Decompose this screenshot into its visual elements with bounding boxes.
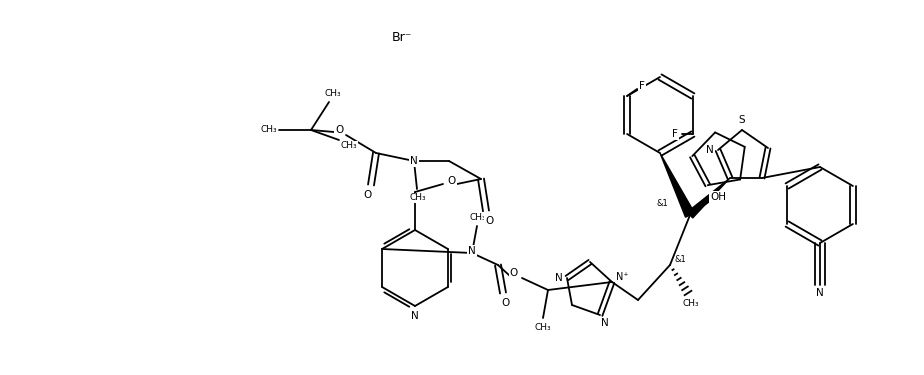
Text: O: O bbox=[485, 216, 493, 226]
Text: O: O bbox=[501, 298, 509, 308]
Text: OH: OH bbox=[710, 192, 726, 202]
Text: CH₃: CH₃ bbox=[341, 141, 358, 150]
Text: CH₃: CH₃ bbox=[261, 126, 277, 135]
Polygon shape bbox=[660, 153, 695, 217]
Text: N: N bbox=[706, 145, 714, 155]
Text: N: N bbox=[468, 246, 476, 256]
Text: CH₃: CH₃ bbox=[683, 298, 699, 307]
Text: O: O bbox=[510, 268, 518, 278]
Text: CH₃: CH₃ bbox=[469, 213, 486, 222]
Text: O: O bbox=[448, 176, 456, 186]
Text: Br⁻: Br⁻ bbox=[392, 31, 412, 44]
Text: N: N bbox=[555, 273, 563, 283]
Text: N⁺: N⁺ bbox=[615, 272, 628, 282]
Text: N: N bbox=[411, 311, 419, 321]
Text: N: N bbox=[410, 156, 418, 166]
Text: F: F bbox=[672, 129, 678, 139]
Text: CH₃: CH₃ bbox=[324, 90, 341, 99]
Text: F: F bbox=[639, 81, 645, 91]
Text: O: O bbox=[364, 190, 372, 200]
Text: N: N bbox=[602, 318, 609, 328]
Text: N: N bbox=[816, 288, 824, 298]
Text: CH₃: CH₃ bbox=[409, 194, 426, 202]
Text: O: O bbox=[334, 125, 343, 135]
Text: &1: &1 bbox=[656, 198, 668, 207]
Text: &1: &1 bbox=[675, 255, 686, 264]
Polygon shape bbox=[687, 178, 730, 218]
Text: S: S bbox=[738, 115, 746, 125]
Text: CH₃: CH₃ bbox=[535, 324, 552, 333]
